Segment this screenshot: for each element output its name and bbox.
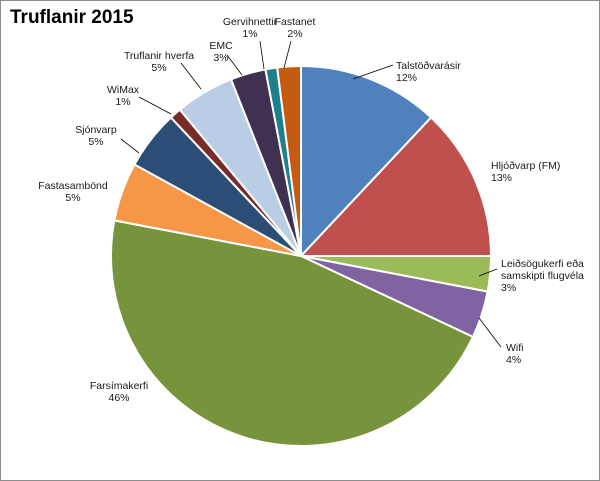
leader-line: [138, 96, 172, 115]
pie-slice: [300, 64, 433, 259]
pie-slice: [276, 64, 302, 257]
slice-label: Talstöðvarásir 12%: [396, 60, 461, 84]
slice-label: Hljóðvarp (FM) 13%: [491, 160, 560, 184]
slice-label: WiMax 1%: [107, 84, 140, 108]
pie-slice: [110, 219, 475, 447]
slice-label: Fastasambönd 5%: [38, 180, 108, 204]
leader-line: [478, 317, 502, 348]
leader-line: [259, 40, 265, 70]
leader-line: [283, 40, 292, 69]
slice-label: Leiðsögukerfi eða samskipti flugvéla 3%: [501, 258, 584, 294]
slice-label: Sjónvarp 5%: [75, 124, 117, 148]
chart-title: Truflanir 2015: [10, 7, 134, 28]
slice-label: Gervihnettir 1%: [223, 16, 278, 40]
slice-label: Truflanir hverfa 5%: [124, 50, 194, 74]
leader-line: [478, 268, 498, 277]
leader-line: [226, 54, 243, 76]
slice-label: Farsímakerfi 46%: [90, 380, 148, 404]
leader-line: [120, 138, 140, 154]
slice-label: EMC 3%: [209, 40, 233, 64]
pie-slice: [298, 116, 493, 257]
leader-line: [180, 62, 202, 90]
slice-label: Wifi 4%: [506, 342, 524, 366]
leader-line: [352, 64, 394, 80]
slice-label: Fastanet 2%: [275, 16, 316, 40]
